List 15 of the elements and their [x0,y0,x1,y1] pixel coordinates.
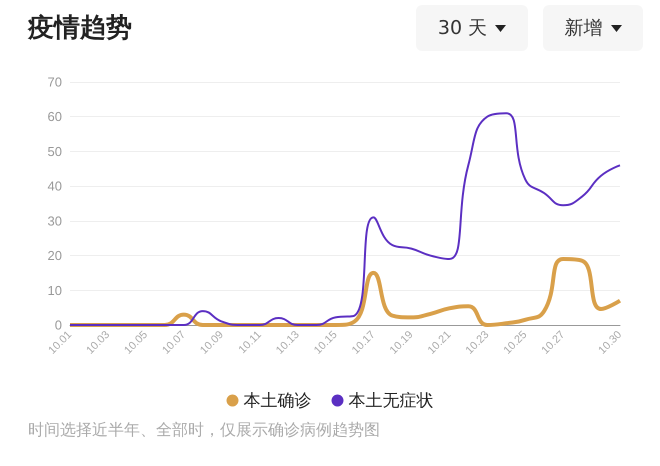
line-series [69,112,621,326]
y-tick-label: 60 [48,109,62,124]
text: 新增 [564,16,602,41]
legend-label: 本土无症状 [348,391,434,410]
y-tick-label: 0 [54,318,62,332]
y-tick-label: 70 [48,74,62,90]
y-tick-label: 40 [48,178,62,194]
y-tick-label: 10 [48,282,62,298]
legend-label: 本土确诊 [244,391,312,410]
y-tick-label: 50 [48,144,62,159]
text: 时间选择近半年、全部时，仅展示确诊病例趋势图 [28,420,380,441]
text: 30 天 [438,16,488,41]
y-tick-label: 20 [48,248,62,264]
chart-title: 疫情趋势 [28,12,132,45]
y-tick-label: 30 [48,213,62,228]
